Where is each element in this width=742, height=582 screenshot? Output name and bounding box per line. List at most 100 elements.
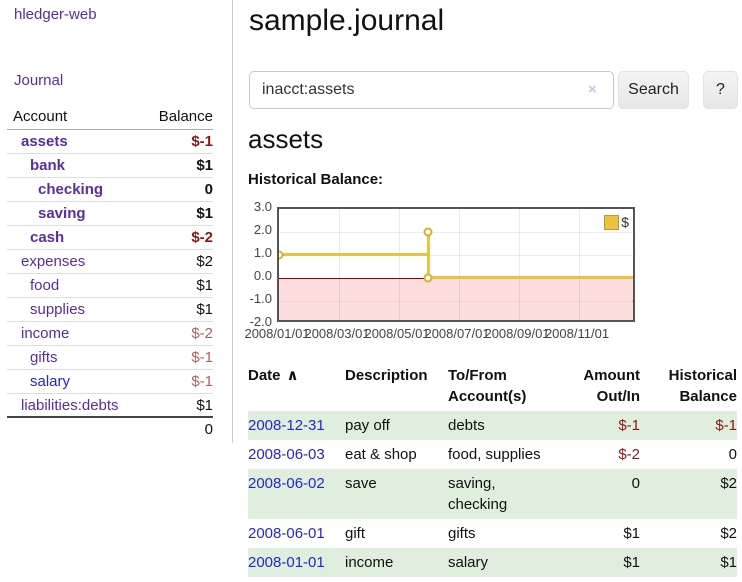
x-axis-tick: 2008/05/01	[364, 326, 430, 341]
data-point-marker	[279, 250, 284, 260]
account-row-saving: saving $1	[7, 202, 213, 226]
transaction-description: income	[345, 554, 394, 571]
transaction-date-link[interactable]: 2008-12-31	[248, 417, 325, 434]
x-axis-tick: 2008/11/01	[544, 326, 610, 341]
account-balance: $-1	[191, 349, 213, 366]
transaction-accounts: food, supplies	[448, 446, 541, 463]
account-link[interactable]: assets	[21, 133, 68, 150]
balance-line-segment	[427, 231, 430, 279]
transaction-accounts: gifts	[448, 525, 476, 542]
transaction-description: pay off	[345, 417, 390, 434]
transaction-description: eat & shop	[345, 446, 417, 463]
account-balance: $1	[196, 396, 213, 414]
y-axis-tick: 1.0	[253, 245, 272, 260]
transaction-balance: $2	[720, 475, 737, 492]
register-row: 2008-06-03 eat & shop food, supplies $-2…	[248, 440, 737, 469]
transaction-date-link[interactable]: 2008-06-02	[248, 475, 325, 492]
account-link[interactable]: cash	[30, 229, 65, 246]
account-link[interactable]: saving	[38, 205, 86, 222]
gridline	[459, 209, 460, 320]
chart-legend: $	[604, 214, 629, 230]
sort-ascending-icon: ∧	[286, 367, 299, 384]
accounts-table-header: Account Balance	[7, 106, 213, 130]
description-column-header: Description	[345, 367, 428, 384]
data-point-marker	[423, 227, 433, 237]
transaction-balance: $-1	[715, 417, 737, 434]
account-link[interactable]: checking	[38, 181, 104, 198]
balance-line-segment	[279, 253, 430, 256]
y-axis-tick: 3.0	[253, 199, 272, 214]
accounts-total-row: 0	[7, 418, 213, 442]
balance-column-header: Balance	[158, 108, 213, 125]
account-balance: $1	[196, 277, 213, 294]
account-link[interactable]: expenses	[21, 253, 86, 270]
register-table: Date ∧ Description To/From Account(s) Amo…	[248, 361, 737, 577]
account-row-food: food $1	[7, 274, 213, 298]
account-row-bank: bank $1	[7, 154, 213, 178]
gridline	[579, 209, 580, 320]
register-header-row: Date ∧ Description To/From Account(s) Amo…	[248, 361, 737, 411]
account-link[interactable]: salary	[30, 373, 71, 390]
transaction-date-link[interactable]: 2008-06-01	[248, 525, 325, 542]
gridline	[279, 301, 633, 302]
search-button[interactable]: Search	[618, 71, 689, 109]
balance-line-segment	[428, 276, 633, 279]
accounts-total-value: 0	[204, 421, 213, 438]
transaction-date-link[interactable]: 2008-01-01	[248, 554, 325, 571]
chart-title: Historical Balance:	[248, 171, 384, 188]
help-button[interactable]: ?	[703, 71, 738, 109]
transaction-amount: $1	[623, 554, 640, 571]
x-axis-tick: 2008/01/01	[244, 326, 310, 341]
y-axis-tick: 0.0	[253, 268, 272, 283]
y-axis-tick: 2.0	[253, 222, 272, 237]
date-column-header[interactable]: Date ∧	[248, 367, 299, 384]
page-title: sample.journal	[249, 4, 445, 37]
sidebar-item-journal[interactable]: Journal	[14, 72, 64, 89]
search-input[interactable]	[249, 71, 614, 109]
transaction-description: save	[345, 475, 377, 492]
amount-column-header: Amount Out/In	[583, 367, 640, 405]
gridline	[519, 209, 520, 320]
balance-chart[interactable]: $	[277, 207, 635, 322]
gridline	[339, 209, 340, 320]
account-balance: $-2	[191, 229, 213, 246]
accounts-table: Account Balance assets $-1 bank $1 check…	[7, 106, 213, 442]
transaction-amount: $1	[623, 525, 640, 542]
app-title-link[interactable]: hledger-web	[14, 6, 97, 23]
account-row-salary: salary $-1	[7, 370, 213, 394]
account-balance: $1	[196, 157, 213, 174]
data-point-marker	[423, 273, 433, 283]
account-balance: $-1	[191, 373, 213, 390]
transaction-date-link[interactable]: 2008-06-03	[248, 446, 325, 463]
account-balance: 0	[204, 181, 213, 198]
register-row: 2008-06-01 gift gifts $1 $2	[248, 519, 737, 548]
account-row-income: income $-2	[7, 322, 213, 346]
clear-search-icon[interactable]: ×	[588, 81, 597, 98]
account-link[interactable]: bank	[30, 157, 66, 174]
account-link[interactable]: gifts	[30, 349, 58, 366]
transaction-accounts: salary	[448, 554, 489, 571]
account-row-cash: cash $-2	[7, 226, 213, 250]
account-link[interactable]: food	[30, 277, 60, 294]
balance-line-segment	[634, 277, 635, 302]
transaction-description: gift	[345, 525, 366, 542]
transaction-balance: 0	[728, 446, 737, 463]
register-row: 2008-12-31 pay off debts $-1 $-1	[248, 411, 737, 440]
x-axis-tick: 2008/03/01	[304, 326, 370, 341]
account-link[interactable]: supplies	[30, 301, 86, 318]
register-row: 2008-01-01 income salary $1 $1	[248, 548, 737, 577]
account-link[interactable]: income	[21, 325, 70, 342]
y-axis-tick: -2.0	[249, 314, 272, 329]
transaction-amount: $-2	[618, 446, 640, 463]
negative-balance-region	[279, 278, 633, 320]
sidebar: hledger-web Journal Account Balance asse…	[0, 0, 233, 443]
transaction-amount: 0	[631, 475, 640, 492]
account-row-supplies: supplies $1	[7, 298, 213, 322]
account-balance: $-1	[191, 133, 213, 150]
transaction-accounts: saving, checking	[448, 475, 508, 513]
gridline	[279, 255, 633, 256]
account-row-assets: assets $-1	[7, 130, 213, 154]
account-row-liabilities-debts: liabilities:debts $1	[7, 394, 213, 418]
account-link[interactable]: liabilities:debts	[21, 396, 119, 414]
